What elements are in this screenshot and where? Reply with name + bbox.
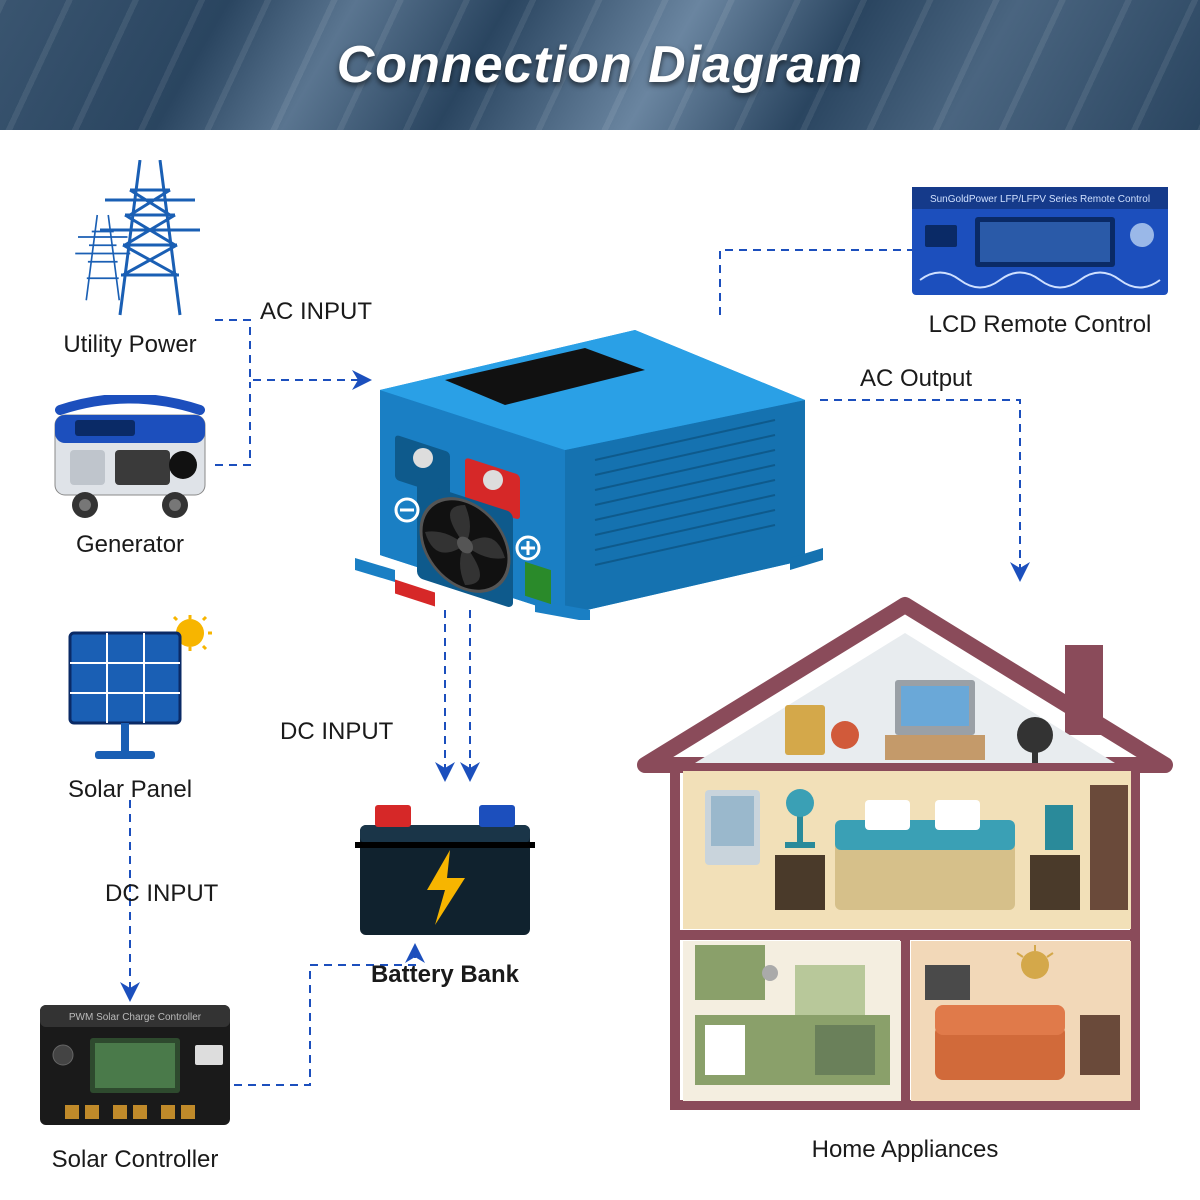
battery-icon — [345, 790, 545, 955]
battery-label: Battery Bank — [335, 961, 555, 989]
node-battery-bank: Battery Bank — [335, 790, 555, 989]
utility-label: Utility Power — [40, 331, 220, 359]
label-dc-input2: DC INPUT — [105, 880, 218, 908]
wire-generator-to-ac — [215, 382, 250, 465]
solar-panel-label: Solar Panel — [40, 776, 220, 804]
lcd-label: LCD Remote Control — [905, 311, 1175, 339]
controller-icon: PWM Solar Charge Controller — [35, 1000, 235, 1140]
home-label: Home Appliances — [635, 1136, 1175, 1164]
inverter-icon — [335, 320, 825, 620]
node-home: Home Appliances — [635, 585, 1175, 1164]
node-solar-panel: Solar Panel — [40, 615, 220, 804]
controller-header: PWM Solar Charge Controller — [69, 1012, 202, 1023]
banner: Connection Diagram — [0, 0, 1200, 130]
solar-panel-icon — [45, 615, 215, 770]
page-title: Connection Diagram — [337, 35, 864, 95]
generator-label: Generator — [40, 531, 220, 559]
label-ac-input: AC INPUT — [260, 298, 372, 326]
wire-inverter-to-house — [820, 400, 1020, 580]
node-inverter — [335, 320, 825, 620]
solar-controller-label: Solar Controller — [30, 1146, 240, 1174]
tower-icon — [45, 160, 215, 325]
generator-icon — [45, 395, 215, 525]
label-dc-input: DC INPUT — [280, 718, 393, 746]
node-generator: Generator — [40, 395, 220, 559]
node-utility-power: Utility Power — [40, 160, 220, 359]
house-icon — [635, 585, 1175, 1130]
node-lcd-remote: SunGoldPower LFP/LFPV Series Remote Cont… — [905, 185, 1175, 339]
lcd-header: SunGoldPower LFP/LFPV Series Remote Cont… — [930, 194, 1150, 205]
node-solar-controller: PWM Solar Charge Controller Solar Contro… — [30, 1000, 240, 1174]
lcd-icon: SunGoldPower LFP/LFPV Series Remote Cont… — [910, 185, 1170, 305]
label-ac-output: AC Output — [860, 365, 972, 393]
